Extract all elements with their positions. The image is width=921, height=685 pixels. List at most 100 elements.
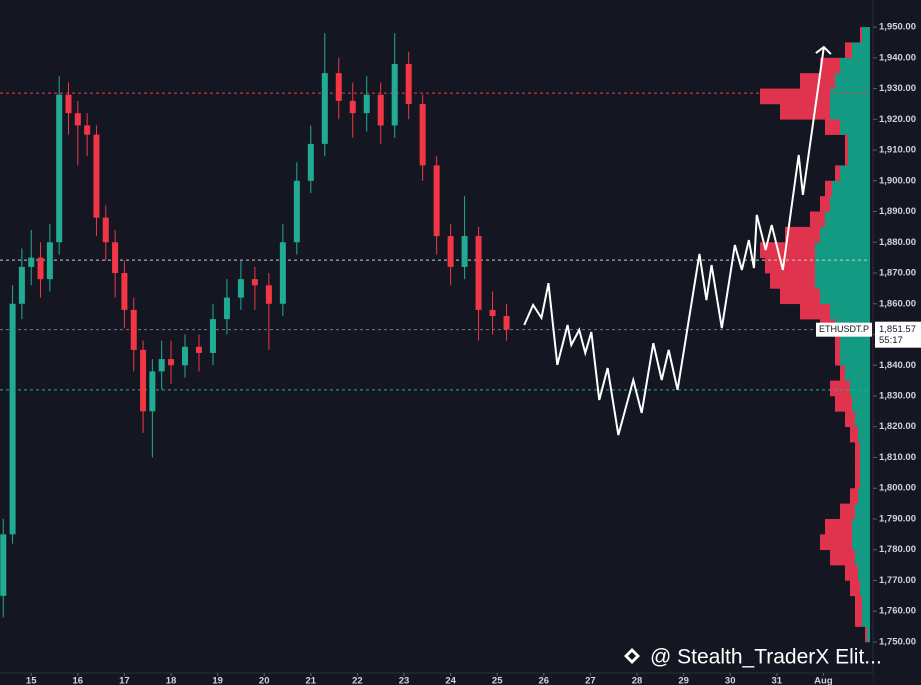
profile-buy bbox=[820, 226, 870, 243]
watermark-logo bbox=[624, 648, 640, 664]
y-tick-label: 1,820.00 bbox=[879, 421, 916, 432]
candle-body bbox=[363, 94, 370, 114]
candle-body bbox=[433, 165, 440, 237]
profile-buy bbox=[852, 518, 870, 535]
profile-buy bbox=[848, 150, 870, 166]
x-tick-label: 16 bbox=[73, 676, 84, 685]
profile-sell bbox=[855, 611, 862, 627]
candle-body bbox=[461, 236, 468, 267]
candle-body bbox=[405, 63, 412, 104]
profile-buy bbox=[852, 534, 870, 551]
profile-buy bbox=[860, 442, 870, 458]
y-tick-label: 1,860.00 bbox=[879, 298, 916, 309]
profile-buy bbox=[855, 503, 870, 520]
profile-sell bbox=[855, 457, 860, 474]
x-tick-label: 22 bbox=[352, 676, 363, 685]
y-tick-label: 1,810.00 bbox=[879, 452, 916, 463]
profile-buy bbox=[852, 42, 870, 59]
profile-sell bbox=[855, 472, 860, 489]
profile-sell bbox=[780, 288, 820, 305]
candle-body bbox=[237, 279, 244, 298]
candle-body bbox=[279, 242, 286, 304]
candle-body bbox=[475, 236, 482, 310]
profile-sell bbox=[770, 273, 815, 289]
y-tick-label: 1,830.00 bbox=[879, 391, 916, 402]
y-tick-label: 1,950.00 bbox=[879, 22, 916, 33]
profile-buy bbox=[840, 57, 870, 74]
y-tick-label: 1,760.00 bbox=[879, 606, 916, 617]
profile-sell bbox=[845, 42, 852, 59]
profile-sell bbox=[845, 565, 858, 581]
candle-body bbox=[74, 113, 81, 126]
candle-body bbox=[503, 316, 510, 330]
candle-body bbox=[84, 125, 91, 135]
y-tick-label: 1,900.00 bbox=[879, 175, 916, 186]
profile-buy bbox=[840, 334, 870, 351]
profile-buy bbox=[845, 365, 870, 381]
profile-sell bbox=[830, 380, 850, 397]
profile-sell bbox=[865, 626, 867, 643]
profile-sell bbox=[850, 488, 858, 504]
candle-body bbox=[9, 303, 16, 535]
profile-sell bbox=[855, 442, 860, 458]
price-box bbox=[875, 321, 921, 348]
profile-sell bbox=[825, 119, 840, 135]
y-tick-label: 1,770.00 bbox=[879, 575, 916, 586]
profile-sell bbox=[850, 426, 858, 443]
candle-body bbox=[130, 309, 137, 350]
candle-body bbox=[181, 346, 188, 366]
y-tick-label: 1,790.00 bbox=[879, 513, 916, 524]
candle-body bbox=[293, 180, 300, 243]
x-tick-label: 25 bbox=[492, 676, 503, 685]
profile-sell bbox=[825, 180, 832, 197]
x-tick-label: 19 bbox=[212, 676, 223, 685]
profile-sell bbox=[810, 211, 825, 228]
profile-buy bbox=[862, 611, 870, 627]
profile-buy bbox=[840, 119, 870, 135]
x-tick-label: 23 bbox=[399, 676, 410, 685]
y-tick-label: 1,880.00 bbox=[879, 237, 916, 248]
x-tick-label: 29 bbox=[678, 676, 689, 685]
profile-sell bbox=[845, 411, 855, 428]
profile-buy bbox=[852, 395, 870, 412]
candle-body bbox=[18, 266, 25, 304]
candle-body bbox=[489, 309, 496, 317]
profile-buy bbox=[860, 457, 870, 474]
x-tick-label: 30 bbox=[725, 676, 736, 685]
y-tick-label: 1,890.00 bbox=[879, 206, 916, 217]
profile-sell bbox=[850, 580, 860, 597]
candle-body bbox=[140, 349, 147, 412]
y-tick-label: 1,920.00 bbox=[879, 114, 916, 125]
watermark: @ Stealth_TraderX Elit... bbox=[650, 646, 882, 669]
candle-body bbox=[377, 94, 384, 126]
y-tick-label: 1,940.00 bbox=[879, 52, 916, 63]
profile-buy bbox=[862, 27, 870, 43]
profile-buy bbox=[820, 288, 870, 305]
candle-body bbox=[28, 257, 35, 267]
x-tick-label: 17 bbox=[119, 676, 130, 685]
profile-sell bbox=[760, 242, 815, 258]
profile-sell bbox=[820, 534, 852, 551]
y-tick-label: 1,840.00 bbox=[879, 360, 916, 371]
profile-sell bbox=[760, 88, 830, 105]
y-tick-label: 1,910.00 bbox=[879, 145, 916, 156]
profile-sell bbox=[780, 103, 830, 120]
candle-body bbox=[158, 359, 165, 372]
candle-body bbox=[209, 319, 216, 353]
profile-buy bbox=[815, 273, 870, 289]
profile-sell bbox=[840, 365, 845, 381]
x-tick-label: 21 bbox=[306, 676, 317, 685]
x-tick-label: 18 bbox=[166, 676, 177, 685]
y-tick-label: 1,930.00 bbox=[879, 83, 916, 94]
profile-buy bbox=[848, 134, 870, 151]
profile-sell bbox=[855, 595, 862, 612]
profile-buy bbox=[830, 103, 870, 120]
candle-body bbox=[0, 534, 7, 596]
symbol-box bbox=[816, 322, 872, 337]
projection-line bbox=[523, 46, 825, 436]
symbol-label: ETHUSDT.P bbox=[819, 324, 869, 334]
candle-body bbox=[37, 257, 44, 280]
profile-sell bbox=[800, 73, 835, 89]
profile-sell bbox=[835, 165, 840, 182]
